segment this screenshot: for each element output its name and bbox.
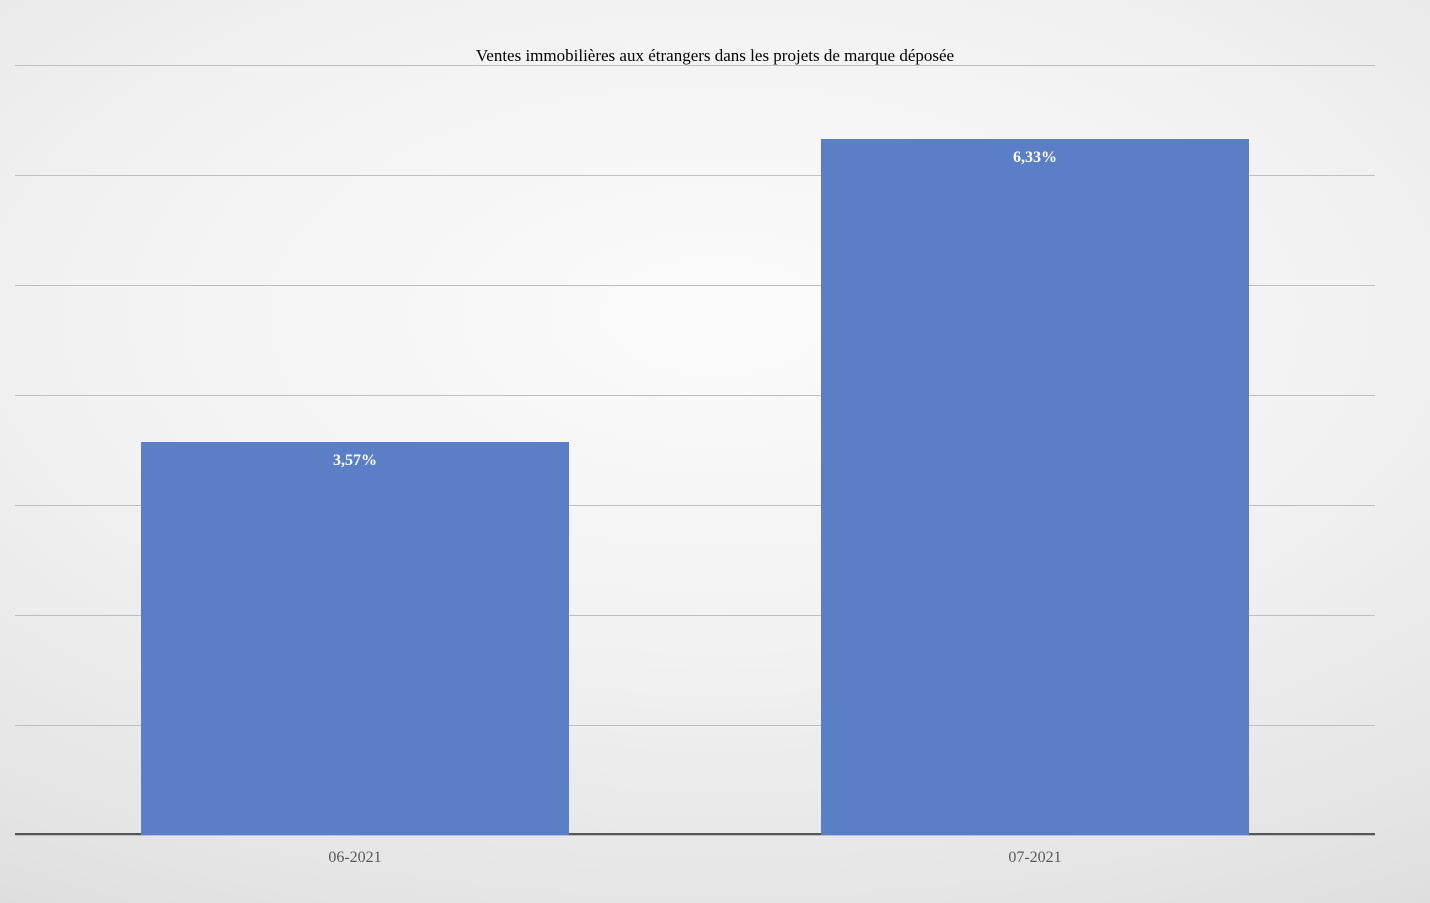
- gridline: [15, 835, 1375, 836]
- bar-value-label: 3,57%: [141, 452, 569, 470]
- bar-value-label: 6,33%: [821, 149, 1249, 167]
- chart-container: Ventes immobilières aux étrangers dans l…: [0, 0, 1430, 903]
- bar: 3,57%: [141, 442, 569, 835]
- plot-area: 3,57%06-20216,33%07-2021: [15, 65, 1375, 835]
- x-tick-label: 07-2021: [695, 849, 1375, 867]
- chart-title: Ventes immobilières aux étrangers dans l…: [0, 46, 1430, 66]
- x-tick-label: 06-2021: [15, 849, 695, 867]
- gridline: [15, 65, 1375, 66]
- bar: 6,33%: [821, 139, 1249, 835]
